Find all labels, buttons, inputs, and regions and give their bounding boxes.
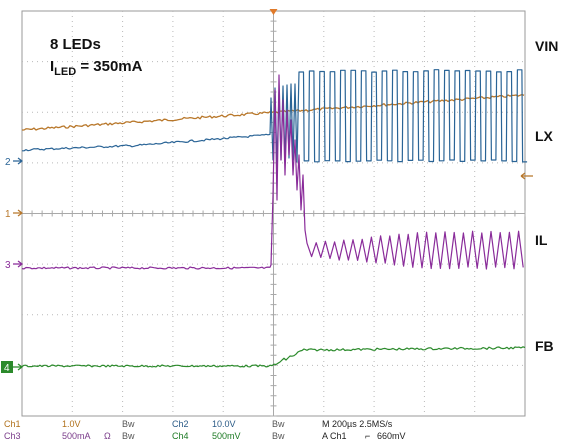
- status-trigger-source: A Ch1: [322, 431, 347, 441]
- channel-marker-label: 2: [5, 157, 11, 168]
- status-ch2-scale: 10.0V: [212, 419, 236, 429]
- signal-label-il: IL: [535, 232, 548, 248]
- status-timebase: M 200µs 2.5MS/s: [322, 419, 393, 429]
- status-ch3-scale: 500mA: [62, 431, 91, 441]
- channel-marker-arrow: [13, 209, 23, 217]
- channel-marker-arrow: [13, 260, 23, 268]
- status-bw3: Bw: [122, 431, 135, 441]
- channel-marker-arrow: [13, 157, 23, 165]
- channel-marker-arrow: [13, 363, 23, 371]
- trigger-position-marker: [269, 9, 278, 15]
- status-bw4: Bw: [272, 431, 285, 441]
- status-ch4: Ch4: [172, 431, 189, 441]
- channel-marker-label: 4: [4, 363, 10, 374]
- signal-label-lx: LX: [535, 128, 553, 144]
- status-bw1: Bw: [122, 419, 135, 429]
- trigger-level-marker: [520, 172, 533, 180]
- status-ch2: Ch2: [172, 419, 189, 429]
- status-ch1: Ch1: [4, 419, 21, 429]
- status-bw2: Bw: [272, 419, 285, 429]
- trace-il: [21, 74, 524, 270]
- led-current-value: = 350mA: [76, 58, 143, 75]
- channel-marker-box: [1, 361, 13, 373]
- status-ohm: Ω: [104, 431, 111, 441]
- status-trigger-slope: ⌐: [365, 431, 371, 441]
- status-ch3: Ch3: [4, 431, 21, 441]
- trace-vin: [22, 93, 525, 131]
- signal-label-vin: VIN: [535, 38, 559, 54]
- trace-fb: [21, 346, 526, 368]
- led-current-subscript: LED: [54, 66, 77, 78]
- led-current-symbol: I: [50, 58, 55, 75]
- channel-marker-label: 1: [5, 209, 11, 220]
- signal-label-fb: FB: [535, 338, 554, 354]
- status-ch1-scale: 1.0V: [62, 419, 81, 429]
- status-ch4-scale: 500mV: [212, 431, 241, 441]
- led-current-note: ILED = 350mA: [50, 58, 142, 78]
- channel-marker-label: 3: [5, 260, 11, 271]
- led-count-note: 8 LEDs: [50, 36, 101, 53]
- status-trigger-level: 660mV: [377, 431, 406, 441]
- trace-lx: [22, 69, 528, 166]
